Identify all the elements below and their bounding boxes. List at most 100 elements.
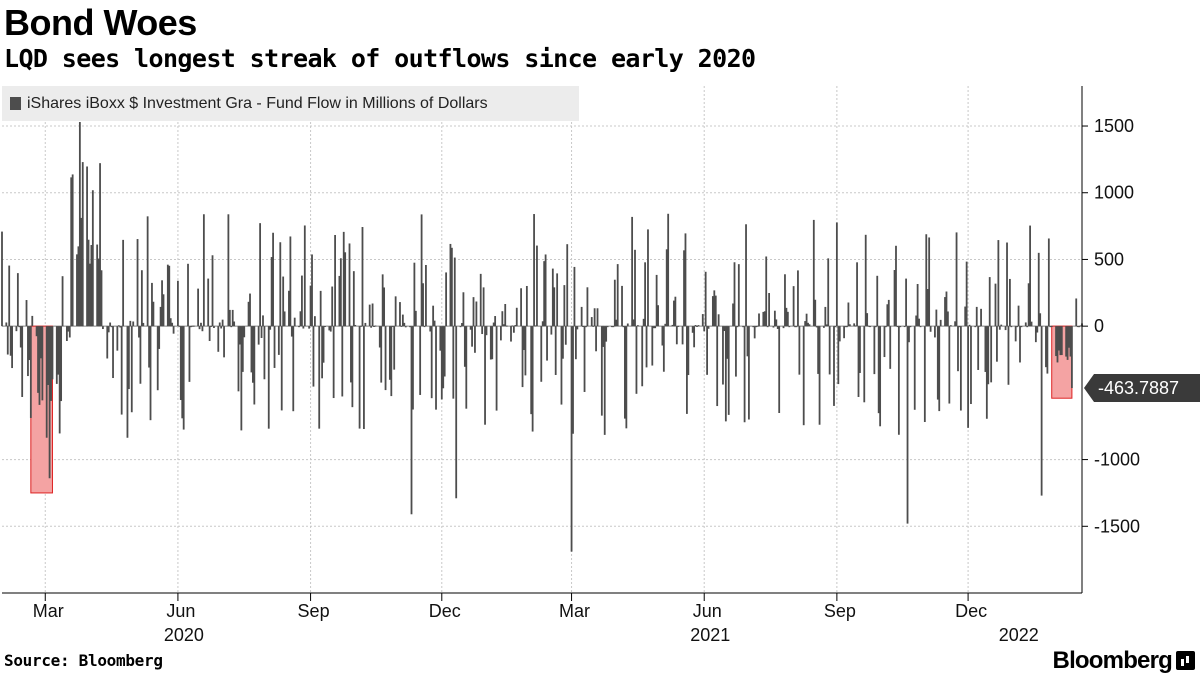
flow-bar: [484, 326, 486, 425]
flow-bar: [857, 326, 860, 397]
flow-bar: [903, 326, 906, 328]
flow-bar: [727, 326, 730, 415]
flow-bar: [536, 245, 538, 327]
flow-bar: [471, 326, 473, 347]
flow-bar: [574, 326, 577, 360]
flow-bar: [280, 326, 283, 411]
flow-bar: [546, 326, 548, 361]
flow-bar: [677, 325, 680, 327]
flow-bar: [5, 322, 8, 327]
flow-bar: [311, 254, 313, 327]
flow-bar: [968, 324, 971, 327]
flow-bar: [474, 326, 476, 353]
flow-bar: [208, 326, 211, 342]
flow-bar: [191, 325, 194, 327]
flow-bar: [461, 323, 463, 327]
flow-bar: [25, 300, 28, 327]
flow-bar: [794, 326, 796, 328]
flow-bar: [775, 319, 778, 327]
flow-bar: [99, 163, 101, 327]
flow-bar: [259, 223, 262, 327]
flow-bar: [600, 326, 603, 416]
flow-bar: [1037, 252, 1040, 327]
flow-bar: [237, 326, 240, 392]
flow-bar: [220, 326, 223, 329]
flow-bar: [523, 326, 525, 351]
flow-bar: [65, 326, 68, 341]
flow-bar: [329, 326, 332, 332]
flow-bar: [1004, 326, 1007, 331]
flow-bar: [504, 304, 507, 327]
flow-bar: [290, 326, 293, 337]
flow-bar: [1060, 326, 1063, 356]
flow-bar: [1010, 326, 1013, 328]
flow-bar: [413, 262, 416, 327]
flow-bar: [524, 326, 527, 376]
flow-bar: [691, 326, 694, 333]
flow-bar: [149, 326, 152, 421]
flow-bar: [322, 326, 325, 363]
flow-bar: [1020, 326, 1023, 328]
flow-bar: [452, 326, 455, 399]
flow-bar: [737, 264, 740, 327]
flow-bar: [16, 273, 19, 327]
flow-bar: [987, 326, 990, 385]
flow-bar: [1040, 326, 1043, 496]
flow-bar: [370, 326, 373, 328]
flow-bar: [611, 326, 613, 328]
flow-bar: [696, 325, 698, 327]
x-year-label: 2021: [690, 625, 730, 645]
flow-bar: [1065, 326, 1068, 357]
flow-bar: [847, 302, 850, 327]
flow-bar: [996, 326, 998, 362]
flow-bar: [288, 290, 290, 327]
flow-bar: [489, 326, 492, 360]
flow-bar: [671, 324, 674, 327]
flow-bar: [514, 325, 517, 327]
flow-bar: [152, 301, 155, 327]
flow-bar: [282, 276, 285, 327]
flow-bar: [585, 326, 587, 328]
flow-bar: [784, 274, 786, 327]
flow-bar: [342, 231, 345, 327]
flow-bar: [808, 324, 811, 327]
flow-bar: [363, 326, 365, 430]
flow-bar: [572, 326, 574, 434]
flow-bar: [189, 326, 192, 328]
flow-bar: [804, 321, 807, 327]
x-month-label: Sep: [824, 601, 856, 621]
flow-bar: [1059, 326, 1062, 356]
flow-bar: [988, 277, 991, 327]
x-month-label: Mar: [559, 601, 590, 621]
flow-bar: [684, 233, 687, 327]
flow-bar: [400, 325, 403, 327]
flow-bar: [1014, 326, 1017, 342]
flow-bar: [475, 301, 478, 327]
flow-bar: [401, 314, 404, 327]
flow-bar: [879, 326, 882, 427]
x-month-label: Sep: [298, 601, 330, 621]
flow-bar: [736, 326, 739, 328]
flow-bar: [1036, 326, 1039, 333]
flow-bar: [1045, 326, 1047, 368]
y-tick-label: 500: [1094, 249, 1124, 269]
flow-bar: [453, 257, 456, 327]
flow-bar: [223, 326, 225, 358]
flow-bar: [442, 326, 445, 389]
flow-bar: [510, 326, 512, 342]
flow-bar: [853, 323, 856, 327]
flow-bar: [1055, 326, 1057, 357]
flow-bar: [272, 232, 274, 327]
flow-bar: [87, 239, 90, 327]
flow-bars: [1, 122, 1083, 552]
flow-bar: [965, 261, 968, 327]
flow-bar: [1016, 326, 1019, 328]
flow-bar: [169, 318, 172, 327]
flow-bar: [884, 326, 887, 328]
flow-bar: [701, 314, 704, 327]
axes: 1500 1000 500 0 -1000 -1500 Mar Jun Sep Dec Mar Jun…: [2, 86, 1200, 645]
flow-bar: [61, 276, 64, 327]
flow-bar: [394, 296, 397, 327]
flow-bar: [928, 237, 931, 327]
